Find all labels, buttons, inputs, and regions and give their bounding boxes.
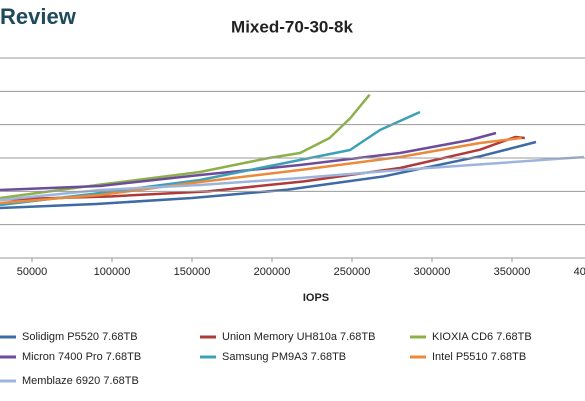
logo: Review — [0, 4, 77, 29]
x-tick-label: 150000 — [174, 266, 211, 278]
legend-label: Solidigm P5520 7.68TB — [22, 331, 138, 343]
legend-label: KIOXIA CD6 7.68TB — [432, 331, 532, 343]
legend-label: Samsung PM9A3 7.68TB — [222, 351, 346, 363]
plot-area — [0, 93, 585, 210]
series-line — [0, 136, 522, 205]
series-line — [0, 140, 537, 210]
legend-label: Union Memory UH810a 7.68TB — [222, 331, 375, 343]
legend-label: Micron 7400 Pro 7.68TB — [22, 351, 141, 363]
series-line — [0, 93, 371, 200]
x-axis-label: IOPS — [303, 292, 329, 304]
x-tick-label: 400000 — [574, 266, 585, 278]
series-line — [0, 110, 421, 207]
x-tick-label: 250000 — [334, 266, 371, 278]
legend-label: Intel P5510 7.68TB — [432, 351, 526, 363]
x-tick-label: 350000 — [494, 266, 531, 278]
series-line — [0, 155, 585, 202]
x-tick-label: 50000 — [17, 266, 48, 278]
x-tick-label: 300000 — [414, 266, 451, 278]
chart-title: Mixed-70-30-8k — [231, 17, 353, 36]
series-line — [0, 131, 497, 192]
legend-label: Memblaze 6920 7.68TB — [22, 375, 139, 387]
x-tick-label: 100000 — [94, 266, 131, 278]
x-tick-label: 200000 — [254, 266, 291, 278]
